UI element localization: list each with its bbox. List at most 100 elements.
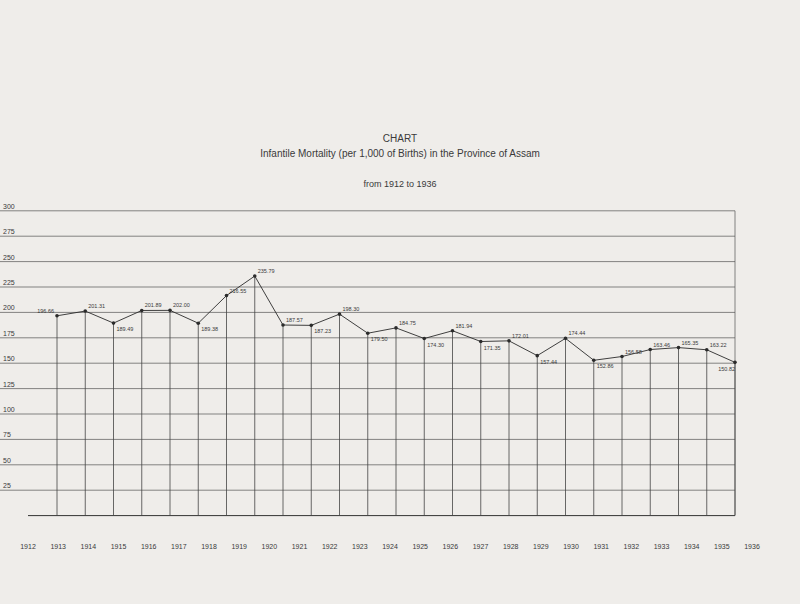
point bbox=[648, 348, 652, 352]
drop-line bbox=[650, 350, 651, 516]
drop-line bbox=[85, 311, 86, 516]
x-tick-label: 1918 bbox=[201, 543, 217, 550]
x-tick-label: 1920 bbox=[262, 543, 278, 550]
point bbox=[507, 339, 511, 343]
point bbox=[83, 309, 87, 313]
y-tick-label: 150 bbox=[3, 355, 15, 362]
point bbox=[479, 340, 483, 344]
point bbox=[338, 312, 342, 316]
y-tick-label: 250 bbox=[3, 254, 15, 261]
x-tick-label: 1923 bbox=[352, 543, 368, 550]
y-tick-label: 25 bbox=[3, 482, 11, 489]
drop-line bbox=[339, 314, 340, 515]
y-tick-label: 300 bbox=[3, 203, 15, 210]
x-tick-label: 1932 bbox=[624, 543, 640, 550]
point bbox=[366, 331, 370, 335]
data-label: 201.31 bbox=[88, 303, 105, 309]
point bbox=[309, 324, 313, 328]
point bbox=[620, 355, 624, 359]
data-label: 174.44 bbox=[569, 330, 586, 336]
x-tick-label: 1917 bbox=[171, 543, 187, 550]
drop-line bbox=[311, 325, 312, 515]
title: CHART bbox=[383, 133, 417, 144]
x-tick-label: 1915 bbox=[111, 543, 127, 550]
data-label: 181.94 bbox=[456, 323, 473, 329]
point bbox=[535, 354, 539, 358]
point bbox=[196, 321, 200, 325]
drop-line bbox=[424, 339, 425, 516]
drop-line bbox=[593, 360, 594, 515]
data-label: 187.57 bbox=[286, 317, 303, 323]
data-label: 171.35 bbox=[484, 345, 501, 351]
point bbox=[422, 337, 426, 341]
point bbox=[394, 326, 398, 330]
data-label: 184.75 bbox=[399, 320, 416, 326]
x-tick-label: 1933 bbox=[654, 543, 670, 550]
point bbox=[592, 358, 596, 362]
point bbox=[225, 294, 229, 298]
x-tick-label: 1924 bbox=[382, 543, 398, 550]
point bbox=[733, 361, 737, 365]
drop-line bbox=[283, 325, 284, 516]
drop-line bbox=[678, 348, 679, 516]
x-tick-label: 1930 bbox=[563, 543, 579, 550]
y-tick-label: 100 bbox=[3, 406, 15, 413]
point bbox=[281, 323, 285, 327]
subtitle: Infantile Mortality (per 1,000 of Births… bbox=[260, 148, 540, 159]
data-label: 189.49 bbox=[117, 326, 134, 332]
x-tick-label: 1913 bbox=[50, 543, 66, 550]
data-label: 163.22 bbox=[710, 342, 727, 348]
drop-line bbox=[170, 310, 171, 515]
drop-line bbox=[480, 342, 481, 516]
x-tick-label: 1935 bbox=[714, 543, 730, 550]
data-label: 201.89 bbox=[145, 302, 162, 308]
point bbox=[253, 274, 257, 278]
x-tick-label: 1931 bbox=[593, 543, 609, 550]
drop-line bbox=[198, 323, 199, 515]
x-tick-label: 1926 bbox=[443, 543, 459, 550]
y-tick-label: 50 bbox=[3, 457, 11, 464]
y-tick-label: 75 bbox=[3, 431, 11, 438]
grid-line bbox=[0, 261, 735, 262]
data-label: 235.79 bbox=[258, 268, 275, 274]
y-tick-label: 275 bbox=[3, 228, 15, 235]
chart: CHART Infantile Mortality (per 1,000 of B… bbox=[0, 0, 800, 604]
x-tick-label: 1919 bbox=[231, 543, 247, 550]
data-label: 189.38 bbox=[201, 326, 218, 332]
grid-line bbox=[0, 236, 735, 237]
data-label: 187.23 bbox=[314, 328, 331, 334]
drop-line bbox=[735, 362, 736, 515]
x-axis-line bbox=[28, 515, 735, 516]
data-label: 198.30 bbox=[343, 306, 360, 312]
point bbox=[140, 309, 144, 313]
drop-line bbox=[57, 316, 58, 516]
data-label: 196.66 bbox=[37, 308, 54, 314]
drop-line bbox=[254, 276, 255, 516]
drop-line bbox=[113, 323, 114, 516]
data-label: 179.50 bbox=[371, 336, 388, 342]
grid-line bbox=[0, 210, 735, 211]
plot-area bbox=[55, 274, 737, 515]
x-tick-label: 1922 bbox=[322, 543, 338, 550]
point bbox=[168, 309, 172, 313]
data-label: 216.55 bbox=[230, 288, 247, 294]
data-label: 157.44 bbox=[540, 359, 557, 365]
drop-line bbox=[452, 331, 453, 516]
drop-line bbox=[396, 328, 397, 516]
y-tick-label: 175 bbox=[3, 330, 15, 337]
grid-line bbox=[0, 312, 735, 313]
background bbox=[0, 0, 800, 604]
drop-line bbox=[141, 310, 142, 515]
x-tick-label: 1912 bbox=[20, 543, 36, 550]
point bbox=[705, 348, 709, 352]
point bbox=[55, 314, 59, 318]
grid-line bbox=[0, 287, 735, 288]
drop-line bbox=[622, 357, 623, 516]
point bbox=[451, 329, 455, 333]
x-tick-label: 1929 bbox=[533, 543, 549, 550]
drop-line bbox=[367, 333, 368, 515]
drop-line bbox=[509, 341, 510, 516]
data-label: 163.46 bbox=[653, 342, 670, 348]
drop-line bbox=[537, 356, 538, 516]
y-tick-label: 125 bbox=[3, 381, 15, 388]
